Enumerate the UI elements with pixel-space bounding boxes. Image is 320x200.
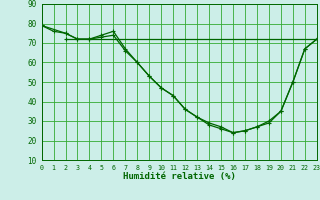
- X-axis label: Humidité relative (%): Humidité relative (%): [123, 172, 236, 181]
